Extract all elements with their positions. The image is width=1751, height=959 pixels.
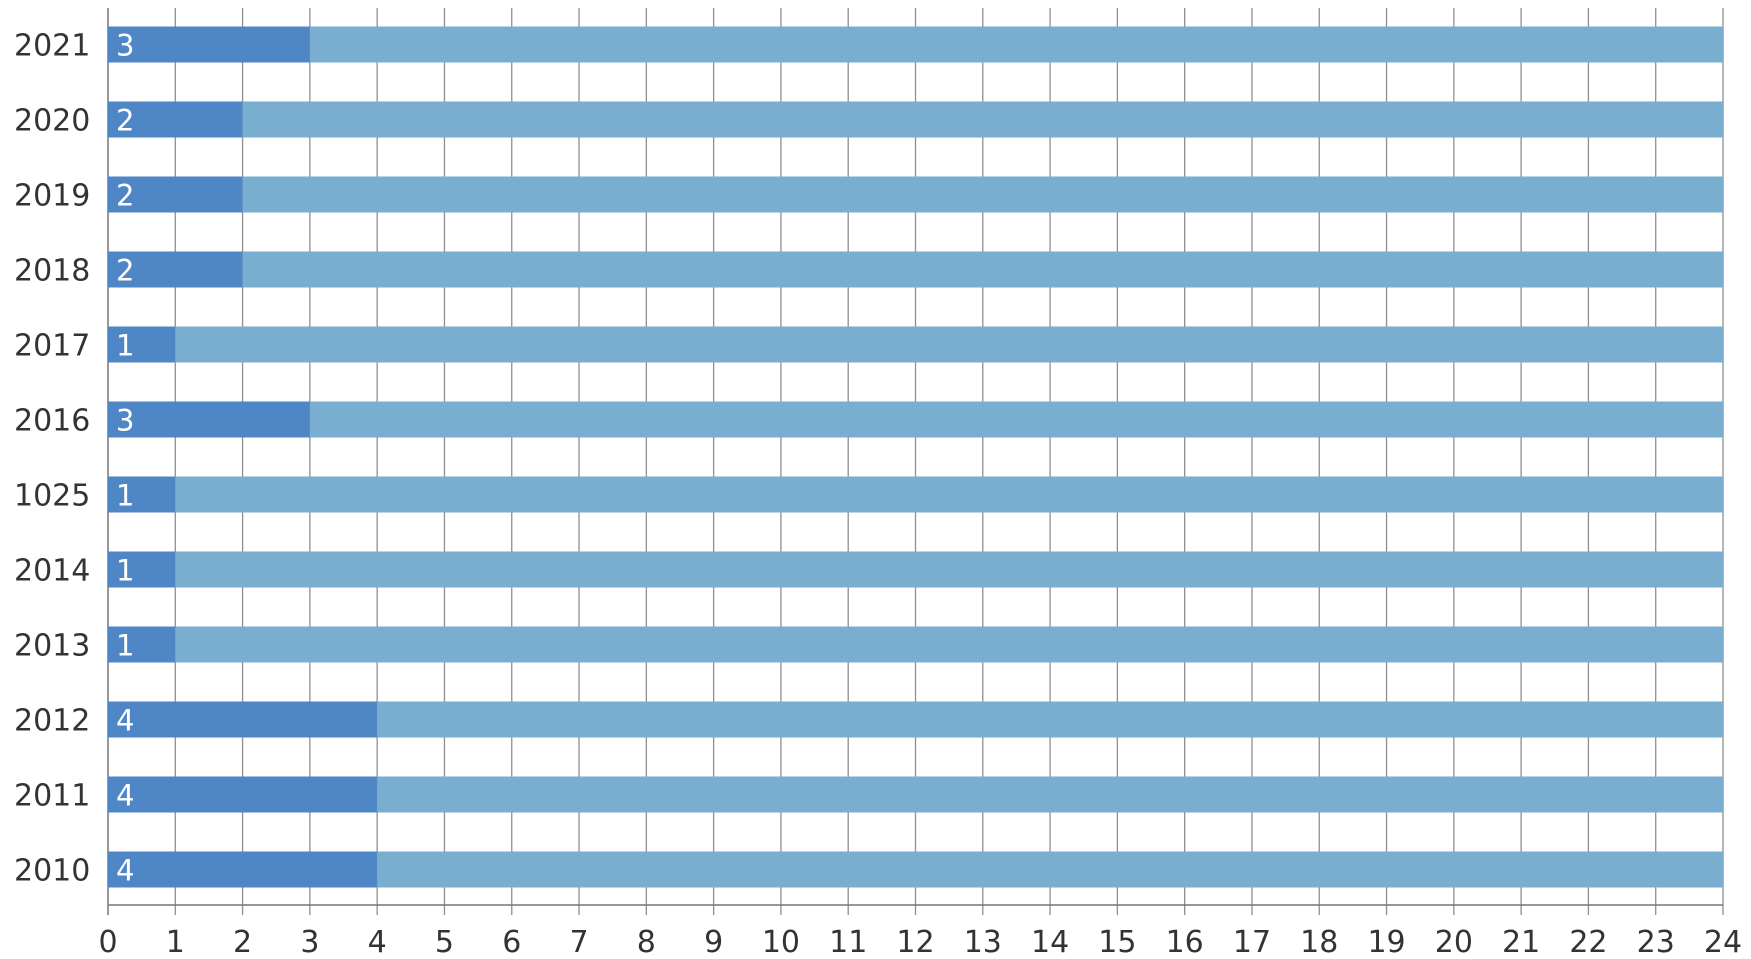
bar-segment-1-2017 (108, 326, 176, 363)
x-tick-label: 16 (1166, 925, 1204, 959)
bar-value-label: 2 (116, 254, 134, 288)
bar-segment-2-2011 (377, 776, 1724, 813)
y-category-label: 2012 (14, 704, 90, 739)
x-tick-label: 14 (1031, 925, 1069, 959)
y-category-label: 2020 (14, 104, 90, 139)
bar-value-label: 2 (116, 179, 134, 213)
bar-value-label: 1 (116, 554, 134, 588)
y-category-label: 1025 (14, 479, 90, 514)
x-tick-label: 15 (1098, 925, 1136, 959)
y-category-label: 2014 (14, 554, 90, 589)
bar-segment-1-2019 (108, 176, 243, 213)
bar-segment-1-2013 (108, 626, 176, 663)
x-axis-labels: 0 1 2 3 4 5 6 7 8 9 10 11 12 13 14 15 16 17 18 19 20 21 22 23 24 (98, 925, 1742, 959)
x-tick-label: 8 (637, 925, 656, 959)
bar-segment-2-1025 (175, 476, 1724, 513)
bar-segment-1-2016 (108, 401, 310, 438)
y-category-label: 2010 (14, 854, 90, 889)
x-tick-label: 20 (1435, 925, 1473, 959)
x-tick-label: 5 (435, 925, 454, 959)
x-tick-label: 10 (762, 925, 800, 959)
bar-value-label: 3 (116, 29, 134, 63)
bar-segment-2-2014 (175, 551, 1724, 588)
x-tick-label: 3 (300, 925, 319, 959)
x-tick-label: 11 (829, 925, 867, 959)
x-tick-label: 17 (1233, 925, 1271, 959)
bar-segment-1-2011 (108, 776, 378, 813)
bar-segment-2-2017 (175, 326, 1724, 363)
bar-value-label: 2 (116, 104, 134, 138)
y-category-label: 2017 (14, 329, 90, 364)
x-tick-label: 23 (1637, 925, 1675, 959)
bar-segment-2-2018 (242, 251, 1723, 288)
y-category-label: 2019 (14, 179, 90, 214)
y-category-label: 2018 (14, 254, 90, 289)
x-tick-label: 1 (166, 925, 185, 959)
y-category-label: 2013 (14, 629, 90, 664)
bar-segment-1-2021 (108, 26, 310, 63)
bar-value-label: 4 (116, 854, 134, 888)
bar-segment-1-2010 (108, 851, 378, 888)
x-tick-label: 0 (98, 925, 117, 959)
bar-value-label: 1 (116, 479, 134, 513)
gridlines (107, 8, 1724, 915)
x-tick-label: 2 (233, 925, 252, 959)
bar-segment-2-2020 (242, 101, 1723, 138)
bar-segment-1-2014 (108, 551, 176, 588)
bar-value-label: 3 (116, 404, 134, 438)
bar-segment-2-2019 (242, 176, 1723, 213)
y-category-label: 2016 (14, 404, 90, 439)
bar-value-label: 4 (116, 779, 134, 813)
x-tick-label: 6 (502, 925, 521, 959)
y-axis-labels: 2021 2020 2019 2018 2017 2016 1025 2014 2013 2012… (14, 29, 90, 889)
bar-value-label: 1 (116, 329, 134, 363)
x-tick-label: 24 (1704, 925, 1742, 959)
bar-segment-2-2021 (309, 26, 1723, 63)
bars (108, 26, 1724, 888)
bar-segment-1-2012 (108, 701, 378, 738)
value-labels: 3 2 2 2 1 3 1 1 1 4 4 4 (116, 29, 134, 888)
y-category-label: 2011 (14, 779, 90, 814)
bar-segment-1-1025 (108, 476, 176, 513)
bar-segment-2-2010 (377, 851, 1724, 888)
x-tick-label: 18 (1300, 925, 1338, 959)
bar-segment-1-2018 (108, 251, 243, 288)
x-tick-label: 22 (1569, 925, 1607, 959)
x-tick-label: 13 (964, 925, 1002, 959)
x-tick-label: 7 (569, 925, 588, 959)
x-tick-label: 21 (1502, 925, 1540, 959)
bar-segment-1-2020 (108, 101, 243, 138)
bar-segment-2-2013 (175, 626, 1724, 663)
x-tick-label: 9 (704, 925, 723, 959)
x-tick-label: 12 (896, 925, 934, 959)
bar-segment-2-2016 (309, 401, 1723, 438)
y-category-label: 2021 (14, 29, 90, 64)
x-tick-label: 19 (1367, 925, 1405, 959)
bar-value-label: 4 (116, 704, 134, 738)
bar-value-label: 1 (116, 629, 134, 663)
bar-segment-2-2012 (377, 701, 1724, 738)
x-tick-label: 4 (368, 925, 387, 959)
